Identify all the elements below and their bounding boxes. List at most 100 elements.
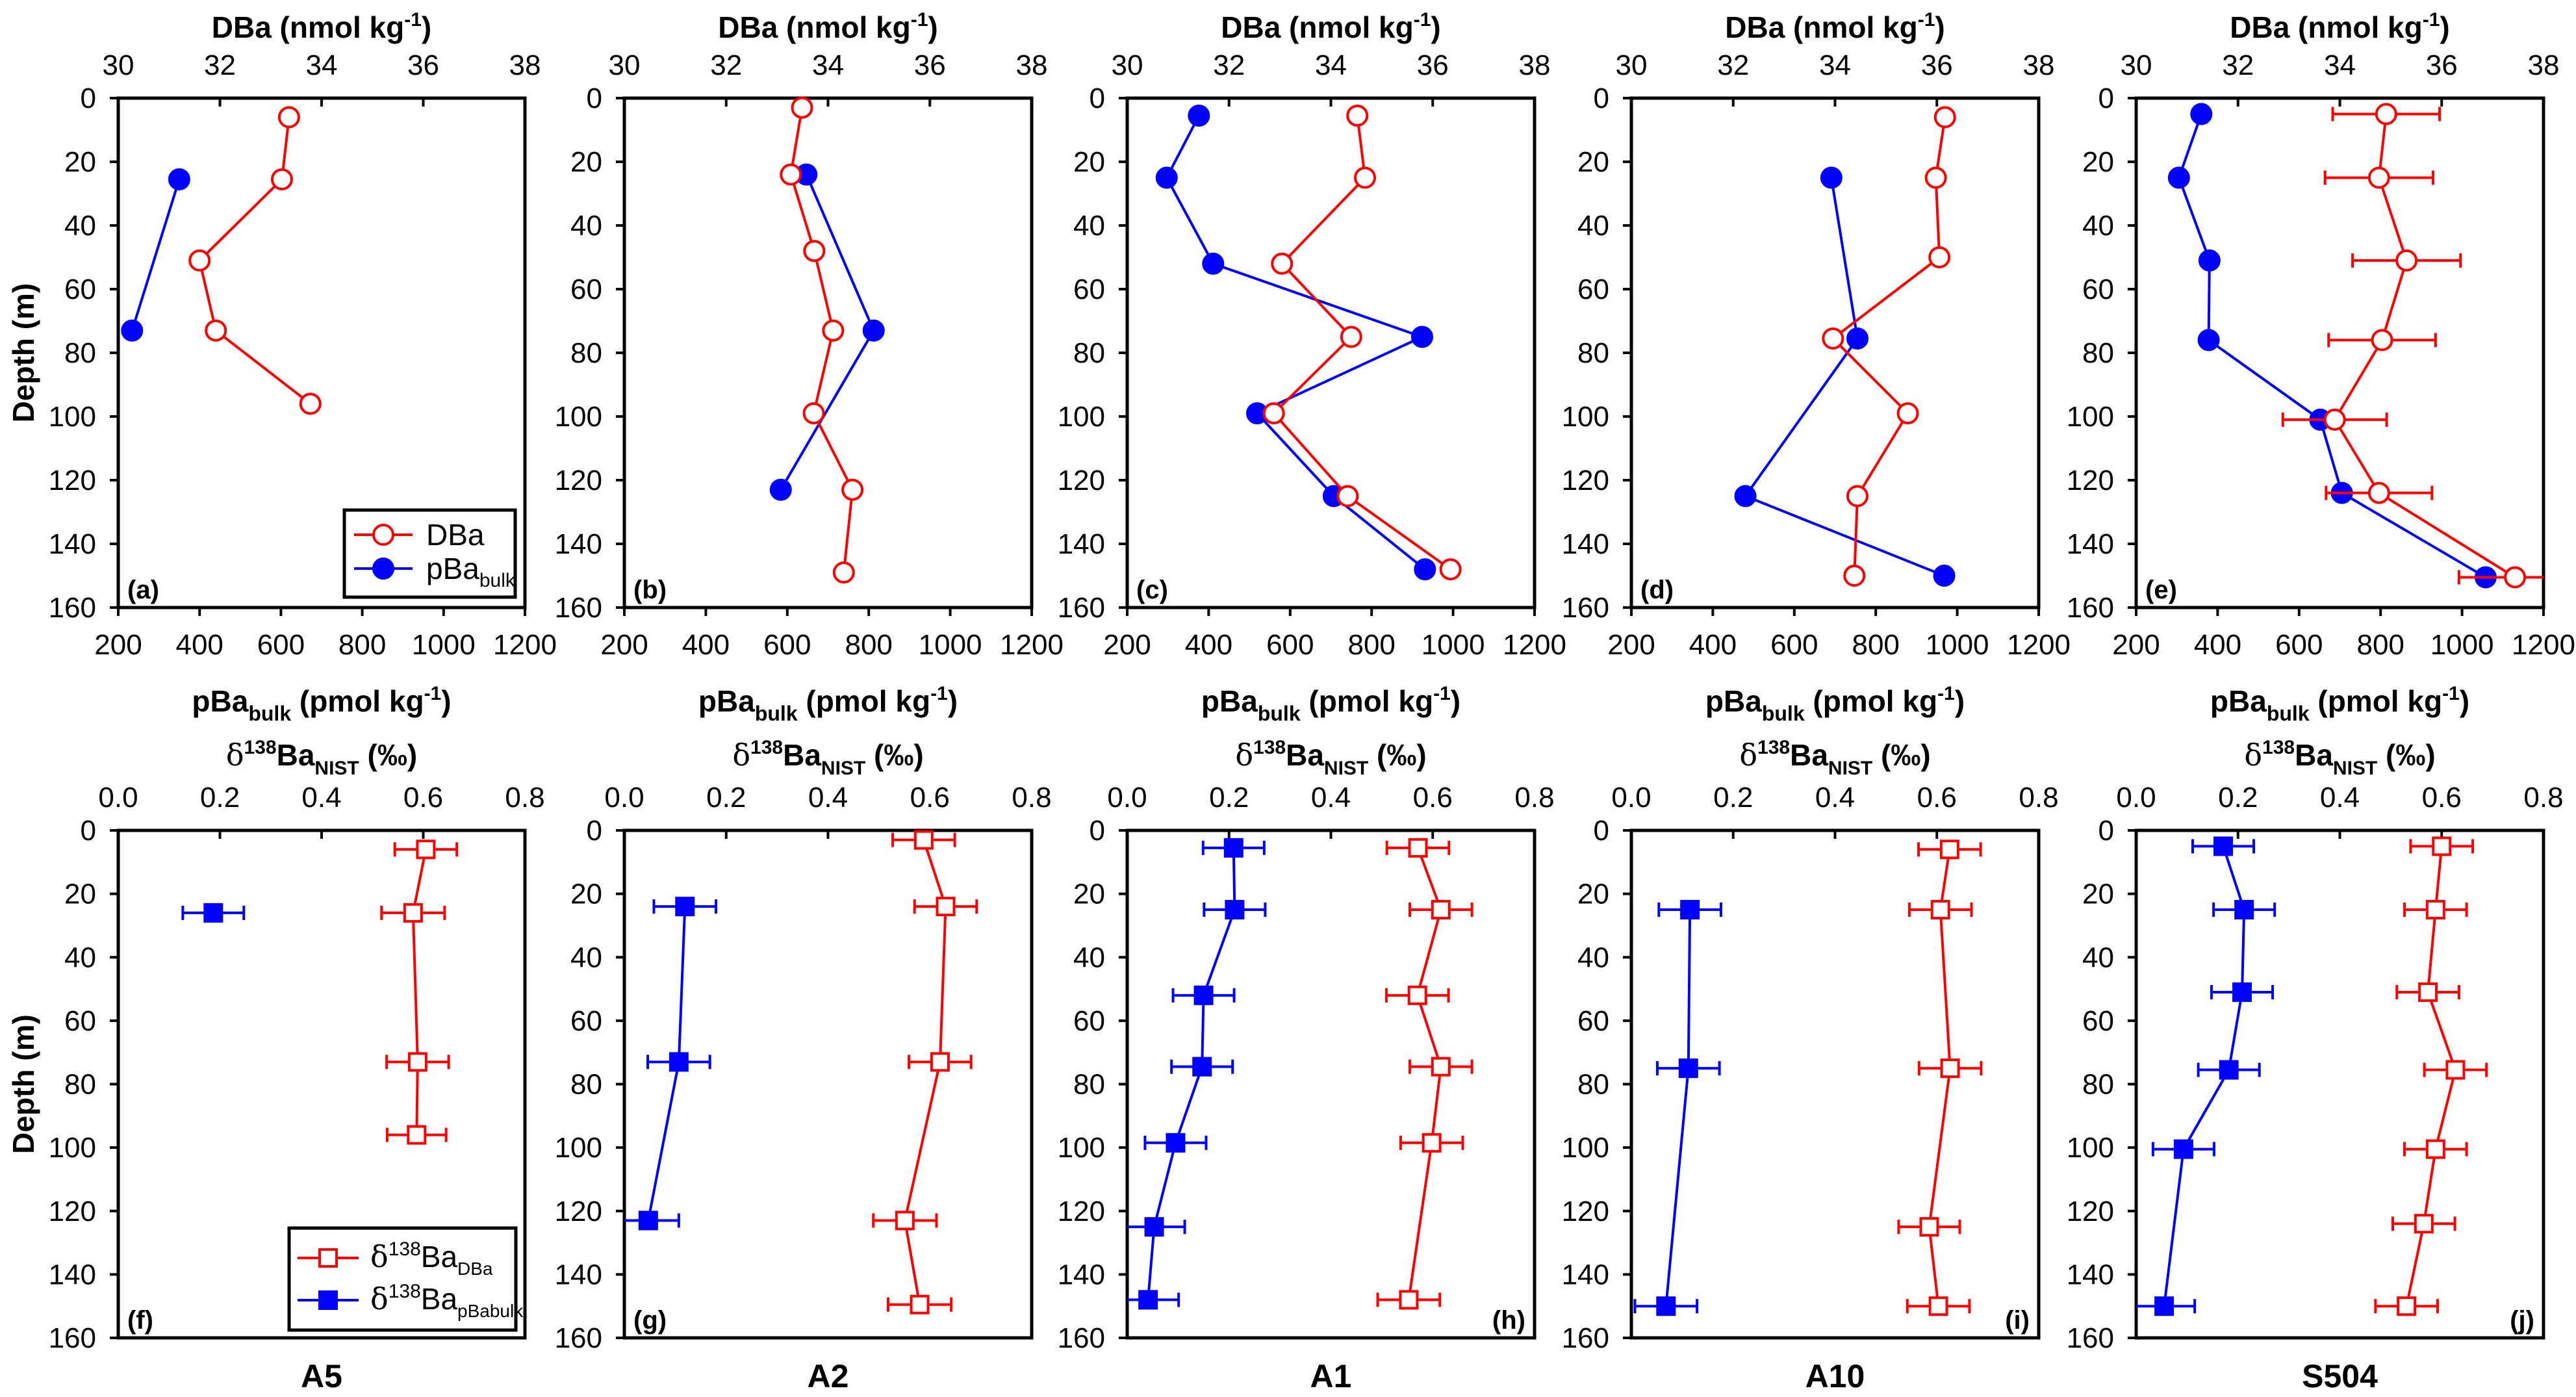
data-point — [1431, 1057, 1451, 1077]
bottom-x-tick-label: 1000 — [1422, 629, 1485, 661]
legend-main: Ba — [421, 1282, 458, 1316]
y-tick-label: 20 — [2082, 146, 2114, 178]
y-tick-label: 0 — [2098, 83, 2114, 114]
data-point — [1924, 166, 1947, 189]
series-pba-bulk — [1155, 104, 1436, 581]
bottom-axis-title-rest: (pmol kg — [798, 684, 930, 718]
bottom-axis-title-sup: -1 — [930, 683, 948, 704]
series-delta-dba — [1897, 839, 1983, 1316]
y-tick-label: 120 — [555, 465, 602, 496]
series-delta-pba-bulk — [181, 903, 246, 923]
isotope-sup: 138 — [1253, 737, 1286, 758]
y-tick-label: 80 — [2082, 337, 2114, 369]
bottom-x-tick-label: 1000 — [2430, 629, 2494, 661]
y-tick-label: 100 — [49, 401, 96, 433]
series-delta-pba-bulk — [2136, 836, 2276, 1316]
data-point — [2432, 836, 2452, 856]
data-point — [1188, 104, 1210, 127]
series-dba — [780, 96, 864, 584]
y-tick-label: 100 — [1562, 401, 1609, 433]
y-tick-label: 20 — [570, 146, 602, 178]
data-point — [2198, 249, 2221, 272]
top-axis-title: δ138BaNIST (‰) — [732, 737, 923, 779]
data-point — [1166, 1133, 1186, 1153]
data-point — [1939, 839, 1959, 860]
y-tick-label: 60 — [64, 1005, 96, 1037]
bottom-axis-title-rest: (pmol kg — [1301, 684, 1433, 718]
y-tick-label: 80 — [1577, 1069, 1609, 1101]
data-point — [791, 96, 813, 119]
top-axis-title: δ138BaNIST (‰) — [1235, 737, 1426, 779]
top-x-tick-label: 0.6 — [1413, 782, 1453, 814]
top-x-tick-label: 38 — [2023, 49, 2055, 81]
data-point — [780, 163, 802, 186]
top-axis-title: DBa (nmol kg-1) — [2230, 9, 2449, 44]
y-tick-label: 160 — [49, 592, 96, 624]
data-point — [121, 319, 144, 342]
top-axis-title-end: (‰) — [865, 738, 923, 772]
top-x-tick-label: 34 — [1819, 49, 1851, 81]
panel-g: 0 20 40 60 80 100 120 140 160 0.0 0.2 0.4 0.6 0.8 δ138… — [555, 737, 1052, 1394]
data-point — [1410, 326, 1433, 348]
data-point — [862, 319, 885, 342]
y-tick-label: 120 — [2067, 1196, 2114, 1227]
panel-e: 0 20 40 60 80 100 120 140 160 30 32 34 36 38 200 400 600… — [2067, 9, 2575, 725]
data-point — [1933, 106, 1956, 129]
legend-delta: δ — [370, 1281, 389, 1316]
series-delta-pba-bulk — [1127, 838, 1267, 1310]
isotope-sup: 138 — [244, 737, 277, 758]
legend-sub: DBa — [457, 1259, 493, 1279]
data-point — [188, 249, 211, 272]
data-point — [2425, 1139, 2445, 1159]
panel-h: 0 20 40 60 80 100 120 140 160 0.0 0.2 0.4 0.6 0.8 δ138… — [1058, 737, 1555, 1394]
data-point — [1930, 900, 1950, 920]
panel-label: (d) — [1640, 576, 1674, 604]
data-point — [1223, 838, 1243, 858]
series-dba — [1262, 104, 1462, 581]
bottom-x-tick-label: 400 — [1185, 629, 1232, 661]
top-x-tick-label: 34 — [306, 49, 338, 81]
bottom-x-tick-label: 1000 — [412, 629, 476, 661]
y-tick-label: 40 — [1073, 210, 1105, 242]
panel-label: (e) — [2145, 576, 2177, 604]
y-tick-label: 80 — [570, 337, 602, 369]
top-x-tick-label: 0.0 — [604, 782, 644, 814]
bottom-x-tick-label: 600 — [1266, 629, 1314, 661]
y-tick-label: 80 — [1073, 1069, 1105, 1101]
top-x-tick-label: 36 — [1921, 49, 1953, 81]
y-tick-label: 140 — [1562, 528, 1609, 560]
top-axis-title-main: DBa (nmol kg — [212, 10, 404, 44]
data-point — [1262, 402, 1285, 425]
y-tick-label: 60 — [1577, 274, 1609, 305]
y-tick-label: 0 — [1594, 815, 1609, 847]
top-axis-title-end: ) — [1935, 10, 1945, 44]
top-axis-title-sub: NIST — [1324, 758, 1368, 779]
data-point — [895, 1211, 915, 1231]
y-tick-label: 20 — [2082, 878, 2114, 910]
y-tick-label: 100 — [49, 1132, 96, 1164]
legend-item: pBabulk — [354, 552, 516, 591]
y-tick-label: 40 — [64, 210, 96, 242]
top-axis-title-main: DBa (nmol kg — [1221, 10, 1413, 44]
y-tick-label: 0 — [587, 83, 602, 114]
series-delta-pba-bulk — [624, 897, 718, 1231]
y-tick-label: 140 — [1058, 1259, 1105, 1290]
top-x-tick-label: 0.0 — [98, 782, 138, 814]
y-tick-label: 20 — [1577, 878, 1609, 910]
data-point — [205, 319, 227, 342]
top-x-tick-label: 34 — [812, 49, 844, 81]
top-x-tick-label: 34 — [1315, 49, 1347, 81]
y-tick-label: 120 — [49, 465, 96, 496]
data-point — [1846, 327, 1868, 350]
top-axis-title-sup: -1 — [1414, 9, 1431, 31]
data-point — [407, 1052, 427, 1072]
bottom-x-tick-label: 200 — [600, 629, 648, 661]
legend-label-sub: bulk — [479, 570, 516, 591]
station-label: A5 — [301, 1358, 342, 1394]
data-point — [2414, 1214, 2434, 1234]
data-point — [407, 1125, 427, 1145]
bottom-x-tick-label: 1200 — [493, 629, 557, 661]
data-point — [203, 903, 223, 923]
isotope-sup: 138 — [1757, 737, 1790, 758]
